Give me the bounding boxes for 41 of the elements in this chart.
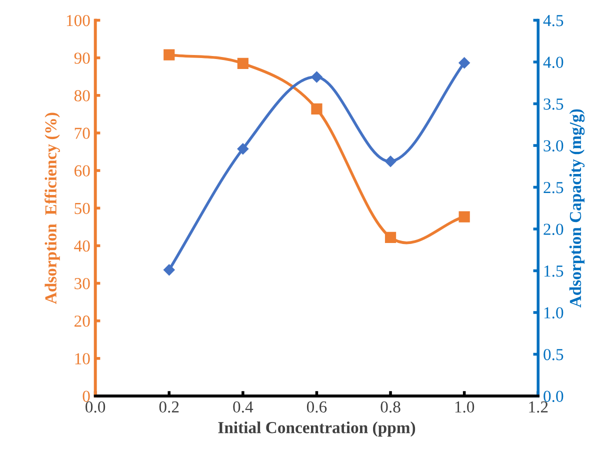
y2-tick-label: 2.5 — [544, 182, 564, 194]
y-tick-label: 100 — [66, 14, 90, 26]
y-tick-label: 50 — [74, 202, 90, 214]
y2-tick-label: 3.0 — [544, 140, 564, 152]
y2-tick-label: 2.0 — [544, 224, 564, 236]
y-axis-title: Adsorption Efficiency (%) — [44, 112, 60, 304]
y2-tick-label: 3.5 — [544, 98, 564, 110]
point — [311, 103, 322, 114]
point — [458, 57, 470, 68]
point — [458, 211, 470, 222]
y-tick-label: 30 — [74, 278, 90, 290]
x-tick-label: 0.8 — [380, 401, 400, 413]
y-tick-label: 0 — [82, 390, 90, 402]
point — [237, 58, 248, 70]
y-tick-label: 40 — [74, 240, 90, 252]
point — [164, 264, 175, 276]
x-tick-label: 1.2 — [529, 401, 548, 413]
y2-axis-title: Adsorption Capacity (mg/g) — [569, 109, 585, 308]
point — [384, 232, 396, 243]
y-tick-label: 10 — [75, 353, 90, 364]
y-tick-label: 60 — [74, 165, 90, 176]
y-tick-label: 90 — [74, 52, 90, 64]
y-tick-label: 20 — [74, 316, 90, 327]
y2-tick-label: 1.5 — [544, 266, 564, 277]
y-tick-label: 70 — [74, 128, 90, 139]
point — [164, 49, 175, 60]
y2-tick-label: 0.5 — [544, 348, 564, 360]
x-tick-label: 1.0 — [455, 401, 474, 413]
point — [384, 156, 396, 167]
y2-tick-label: 1.0 — [544, 307, 564, 319]
x-tick-label: 0.2 — [159, 401, 179, 413]
y2-tick-label: 0.0 — [544, 390, 564, 402]
y-tick-label: 80 — [74, 90, 90, 102]
y2-tick-label: 4.5 — [543, 15, 564, 26]
x-axis-title: Initial Concentration (ppm) — [218, 422, 416, 437]
x-tick-label: 0.6 — [306, 401, 327, 413]
y2-tick-label: 4.0 — [543, 56, 564, 68]
point — [311, 71, 322, 83]
x-tick-label: 0.0 — [86, 401, 106, 413]
x-tick-label: 0.4 — [233, 401, 254, 413]
point — [237, 143, 249, 154]
